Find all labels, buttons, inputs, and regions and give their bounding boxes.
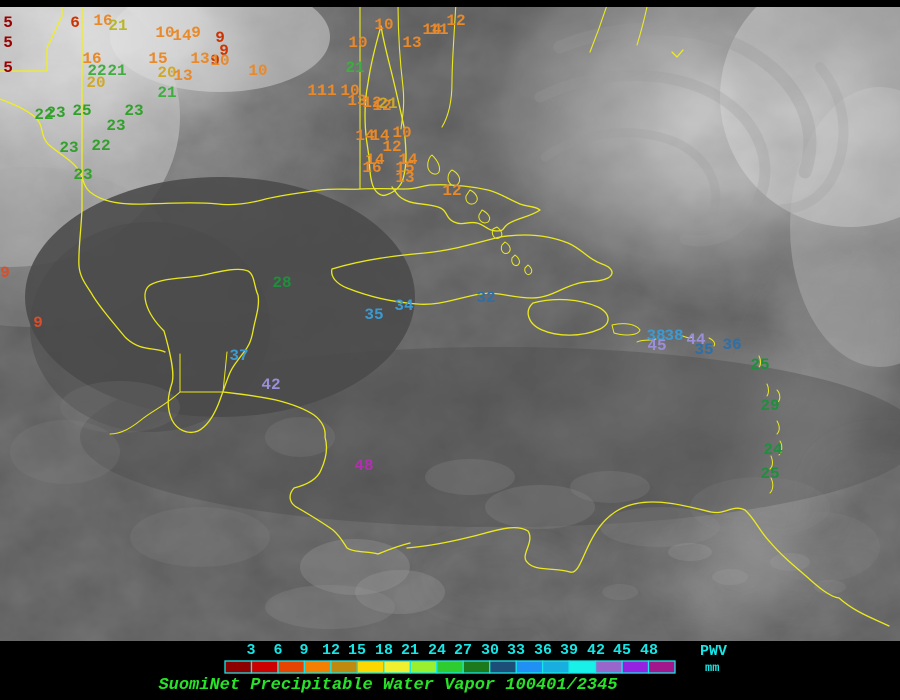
svg-text:25: 25 [750, 356, 769, 374]
svg-text:42: 42 [261, 376, 280, 394]
svg-text:29: 29 [760, 397, 779, 415]
svg-text:36: 36 [534, 642, 552, 659]
svg-text:13: 13 [190, 50, 209, 68]
svg-text:42: 42 [587, 642, 605, 659]
svg-text:5: 5 [3, 59, 13, 77]
svg-text:13: 13 [395, 169, 414, 187]
svg-text:11: 11 [317, 82, 336, 100]
svg-text:24: 24 [763, 441, 783, 459]
svg-text:39: 39 [560, 642, 578, 659]
svg-text:36: 36 [722, 336, 741, 354]
svg-text:28: 28 [272, 274, 291, 292]
svg-text:22: 22 [91, 137, 110, 155]
svg-text:12: 12 [442, 182, 461, 200]
svg-text:45: 45 [613, 642, 631, 659]
svg-text:27: 27 [454, 642, 472, 659]
svg-text:13: 13 [173, 67, 192, 85]
svg-text:14: 14 [172, 27, 192, 45]
svg-text:9: 9 [0, 264, 10, 282]
svg-text:12: 12 [446, 12, 465, 30]
svg-text:32: 32 [476, 289, 495, 307]
svg-text:mm: mm [705, 661, 719, 675]
svg-text:21: 21 [107, 62, 126, 80]
svg-text:21: 21 [345, 59, 364, 77]
svg-text:12: 12 [322, 642, 340, 659]
svg-text:10: 10 [248, 62, 267, 80]
svg-text:45: 45 [647, 337, 666, 355]
svg-text:24: 24 [428, 642, 446, 659]
svg-text:18: 18 [375, 642, 393, 659]
svg-text:34: 34 [394, 297, 414, 315]
svg-text:35: 35 [364, 306, 383, 324]
svg-text:5: 5 [3, 34, 13, 52]
svg-text:15: 15 [348, 642, 366, 659]
svg-text:13: 13 [402, 34, 421, 52]
svg-text:23: 23 [46, 104, 65, 122]
svg-text:10: 10 [348, 34, 367, 52]
svg-text:16: 16 [362, 159, 381, 177]
svg-text:44: 44 [686, 331, 706, 349]
svg-text:38: 38 [664, 327, 683, 345]
svg-text:22: 22 [87, 62, 106, 80]
svg-text:21: 21 [108, 17, 127, 35]
svg-text:25: 25 [72, 102, 91, 120]
svg-text:10: 10 [374, 16, 393, 34]
svg-text:PWV: PWV [700, 643, 727, 660]
svg-text:30: 30 [481, 642, 499, 659]
svg-text:9: 9 [191, 24, 201, 42]
svg-text:21: 21 [378, 95, 397, 113]
svg-text:33: 33 [507, 642, 525, 659]
svg-text:25: 25 [760, 465, 779, 483]
svg-text:9: 9 [299, 642, 308, 659]
svg-text:23: 23 [59, 139, 78, 157]
svg-text:37: 37 [229, 347, 248, 365]
svg-text:9: 9 [33, 314, 43, 332]
svg-text:10: 10 [210, 52, 229, 70]
svg-text:23: 23 [124, 102, 143, 120]
svg-text:23: 23 [73, 166, 92, 184]
svg-text:5: 5 [3, 14, 13, 32]
svg-text:6: 6 [273, 642, 282, 659]
svg-text:48: 48 [640, 642, 658, 659]
svg-text:21: 21 [401, 642, 419, 659]
svg-text:6: 6 [70, 14, 80, 32]
svg-text:48: 48 [354, 457, 373, 475]
svg-text:21: 21 [157, 84, 176, 102]
svg-text:3: 3 [246, 642, 255, 659]
svg-text:23: 23 [106, 117, 125, 135]
